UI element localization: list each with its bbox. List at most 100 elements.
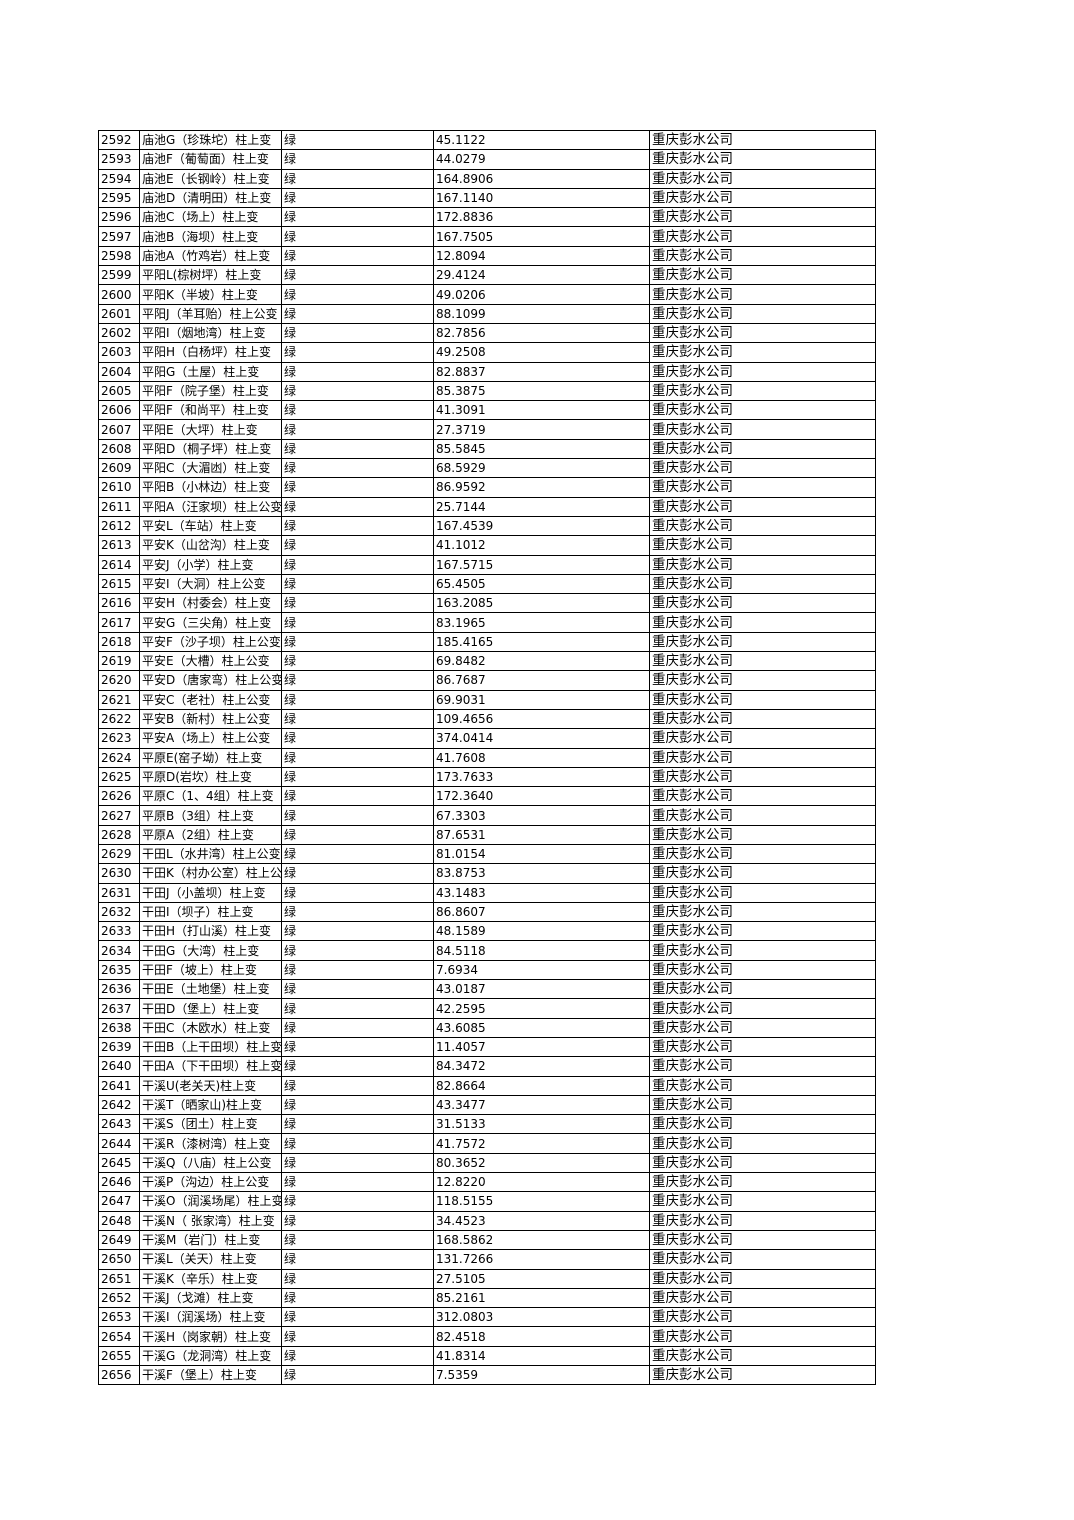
- table-cell: 重庆彭水公司: [649, 843, 876, 865]
- table-cell: 平安H（村委会）柱上变: [139, 593, 282, 614]
- table-cell: 干田B（上干田坝）柱上变: [139, 1036, 282, 1058]
- table-cell: 重庆彭水公司: [649, 1191, 876, 1212]
- table-cell: 2645: [98, 1152, 140, 1174]
- table-cell: 绿: [281, 361, 434, 382]
- table-cell: 84.3472: [433, 1056, 650, 1077]
- table-cell: 2653: [98, 1307, 140, 1328]
- table-cell: 平安K（山岔沟）柱上变: [139, 535, 282, 556]
- table-cell: 2629: [98, 843, 140, 865]
- table-cell: 绿: [281, 168, 434, 189]
- table-cell: 绿: [281, 1229, 434, 1251]
- table-cell: 重庆彭水公司: [649, 207, 876, 228]
- table-cell: 绿: [281, 1249, 434, 1270]
- table-cell: 庙池D（清明田）柱上变: [139, 187, 282, 209]
- table-cell: 重庆彭水公司: [649, 612, 876, 633]
- table-cell: 41.7608: [433, 747, 650, 768]
- table-cell: 重庆彭水公司: [649, 998, 876, 1019]
- table-cell: 平阳D（桐子坪）柱上变: [139, 438, 282, 460]
- table-row: 2617 平安G（三尖角）柱上变绿 83.1965 重庆彭水公司: [98, 612, 876, 633]
- table-cell: 平阳H（白杨坪）柱上变: [139, 342, 282, 363]
- table-row: 2619 平安E（大槽）柱上公变绿 69.8482 重庆彭水公司: [98, 651, 876, 672]
- table-cell: 重庆彭水公司: [649, 496, 876, 517]
- table-cell: 干溪O（润溪场尾）柱上变: [139, 1191, 282, 1212]
- table-cell: 重庆彭水公司: [649, 265, 876, 286]
- table-cell: 重庆彭水公司: [649, 149, 876, 170]
- table-cell: 干田L（水井湾）柱上公变: [139, 843, 282, 865]
- table-row: 2611 平阳A（汪家坝）柱上公变绿 25.7144 重庆彭水公司: [98, 496, 876, 517]
- table-cell: 绿: [281, 670, 434, 691]
- table-row: 2597 庙池B（海坝）柱上变绿 167.7505 重庆彭水公司: [98, 226, 876, 247]
- table-row: 2632 干田I（坝子）柱上变绿 86.8607 重庆彭水公司: [98, 901, 876, 923]
- table-cell: 2655: [98, 1345, 140, 1367]
- table-cell: 干溪K（辛乐）柱上变: [139, 1268, 282, 1289]
- table-cell: 干溪G（龙洞湾）柱上变: [139, 1345, 282, 1367]
- table-cell: 平安G（三尖角）柱上变: [139, 612, 282, 633]
- table-cell: 7.6934: [433, 959, 650, 981]
- table-cell: 2649: [98, 1229, 140, 1251]
- table-cell: 2642: [98, 1094, 140, 1116]
- table-cell: 25.7144: [433, 496, 650, 517]
- table-cell: 重庆彭水公司: [649, 1287, 876, 1309]
- table-cell: 2619: [98, 651, 140, 672]
- table-cell: 重庆彭水公司: [649, 573, 876, 595]
- table-cell: 平安J（小学）柱上变: [139, 554, 282, 575]
- table-cell: 平安C（老社）柱上公变: [139, 689, 282, 710]
- table-cell: 平安L（车站）柱上变: [139, 515, 282, 537]
- table-cell: 重庆彭水公司: [649, 322, 876, 344]
- table-cell: 绿: [281, 863, 434, 884]
- table-cell: 平安E（大槽）柱上公变: [139, 651, 282, 672]
- table-cell: 2620: [98, 670, 140, 691]
- table-cell: 2608: [98, 438, 140, 460]
- table-cell: 2656: [98, 1364, 140, 1386]
- table-row: 2653 干溪I（润溪场）柱上变绿 312.0803 重庆彭水公司: [98, 1307, 876, 1328]
- table-row: 2607 平阳E（大坪）柱上变绿 27.3719 重庆彭水公司: [98, 419, 876, 440]
- table-cell: 48.1589: [433, 921, 650, 942]
- table-cell: 重庆彭水公司: [649, 651, 876, 672]
- table-cell: 43.3477: [433, 1094, 650, 1116]
- table-cell: 68.5929: [433, 458, 650, 479]
- table-cell: 27.3719: [433, 419, 650, 440]
- table-cell: 69.8482: [433, 651, 650, 672]
- table-cell: 2640: [98, 1056, 140, 1077]
- table-cell: 平阳F（和尚平）柱上变: [139, 400, 282, 421]
- table-cell: 绿: [281, 303, 434, 324]
- table-cell: 绿: [281, 1017, 434, 1038]
- table-cell: 2625: [98, 766, 140, 788]
- table-cell: 庙池F（葡萄面）柱上变: [139, 149, 282, 170]
- table-row: 2623 平安A（场上）柱上公变绿 374.0414 重庆彭水公司: [98, 728, 876, 749]
- table-cell: 2614: [98, 554, 140, 575]
- table-cell: 干溪I（润溪场）柱上变: [139, 1307, 282, 1328]
- table-cell: 干田K（村办公室）柱上公变: [139, 863, 282, 884]
- table-cell: 绿: [281, 1364, 434, 1386]
- table-cell: 绿: [281, 786, 434, 807]
- table-cell: 2630: [98, 863, 140, 884]
- table-row: 2605 平阳F（院子堡）柱上变绿 85.3875 重庆彭水公司: [98, 380, 876, 402]
- table-cell: 2604: [98, 361, 140, 382]
- table-cell: 82.8837: [433, 361, 650, 382]
- table-cell: 84.5118: [433, 940, 650, 961]
- table-cell: 85.2161: [433, 1287, 650, 1309]
- table-cell: 重庆彭水公司: [649, 129, 876, 151]
- table-cell: 69.9031: [433, 689, 650, 710]
- table-cell: 绿: [281, 554, 434, 575]
- table-cell: 干田C（木欧水）柱上变: [139, 1017, 282, 1038]
- table-cell: 绿: [281, 226, 434, 247]
- table-cell: 绿: [281, 805, 434, 826]
- table-cell: 绿: [281, 573, 434, 595]
- table-cell: 重庆彭水公司: [649, 380, 876, 402]
- table-cell: 绿: [281, 1075, 434, 1096]
- table-cell: 绿: [281, 1191, 434, 1212]
- table-cell: 绿: [281, 1152, 434, 1174]
- table-cell: 重庆彭水公司: [649, 438, 876, 460]
- table-cell: 167.4539: [433, 515, 650, 537]
- table-cell: 重庆彭水公司: [649, 1249, 876, 1270]
- table-row: 2618 平安F（沙子坝）柱上公变绿 185.4165 重庆彭水公司: [98, 631, 876, 653]
- table-cell: 83.8753: [433, 863, 650, 884]
- table-cell: 平阳G（土屋）柱上变: [139, 361, 282, 382]
- table-cell: 绿: [281, 380, 434, 402]
- table-cell: 重庆彭水公司: [649, 1075, 876, 1096]
- table-cell: 重庆彭水公司: [649, 284, 876, 305]
- table-row: 2651 干溪K（辛乐）柱上变绿 27.5105 重庆彭水公司: [98, 1268, 876, 1289]
- table-cell: 绿: [281, 882, 434, 903]
- table-cell: 2641: [98, 1075, 140, 1096]
